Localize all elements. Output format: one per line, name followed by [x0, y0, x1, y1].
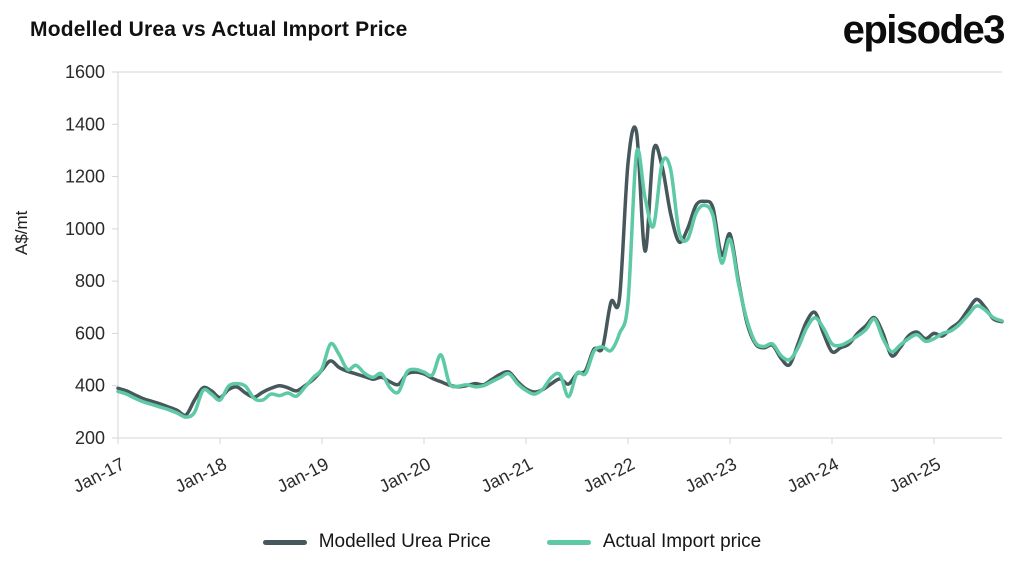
svg-text:Jan-25: Jan-25	[886, 454, 944, 497]
legend-swatch-actual	[546, 539, 591, 545]
chart-legend: Modelled Urea Price Actual Import price	[0, 531, 1024, 553]
legend-label-actual: Actual Import price	[602, 531, 762, 552]
legend-label-modelled: Modelled Urea Price	[318, 531, 491, 552]
line-chart: 200 400 600 800 1000 1200 1400 1600 Jan-17 Jan-18…	[65, 62, 1004, 497]
legend-swatch-modelled	[262, 539, 307, 545]
svg-text:Jan-19: Jan-19	[274, 454, 332, 497]
svg-text:400: 400	[75, 376, 105, 396]
svg-text:Jan-20: Jan-20	[376, 454, 434, 497]
svg-text:Jan-17: Jan-17	[70, 454, 128, 497]
legend-item-modelled: Modelled Urea Price	[262, 531, 491, 553]
svg-text:Jan-22: Jan-22	[580, 454, 638, 497]
svg-text:200: 200	[75, 428, 105, 448]
svg-text:1000: 1000	[65, 219, 105, 239]
svg-text:Jan-23: Jan-23	[682, 454, 740, 497]
svg-text:800: 800	[75, 271, 105, 291]
episode3-logo: episode3	[842, 8, 1006, 52]
svg-text:Jan-18: Jan-18	[172, 454, 230, 497]
svg-text:1600: 1600	[65, 62, 105, 82]
svg-text:1200: 1200	[65, 167, 105, 187]
svg-text:Jan-21: Jan-21	[478, 454, 536, 497]
svg-text:600: 600	[75, 323, 105, 343]
legend-item-actual: Actual Import price	[546, 531, 762, 553]
svg-text:1400: 1400	[65, 114, 105, 134]
svg-text:Jan-24: Jan-24	[784, 454, 842, 497]
chart-title: Modelled Urea vs Actual Import Price	[30, 18, 408, 41]
